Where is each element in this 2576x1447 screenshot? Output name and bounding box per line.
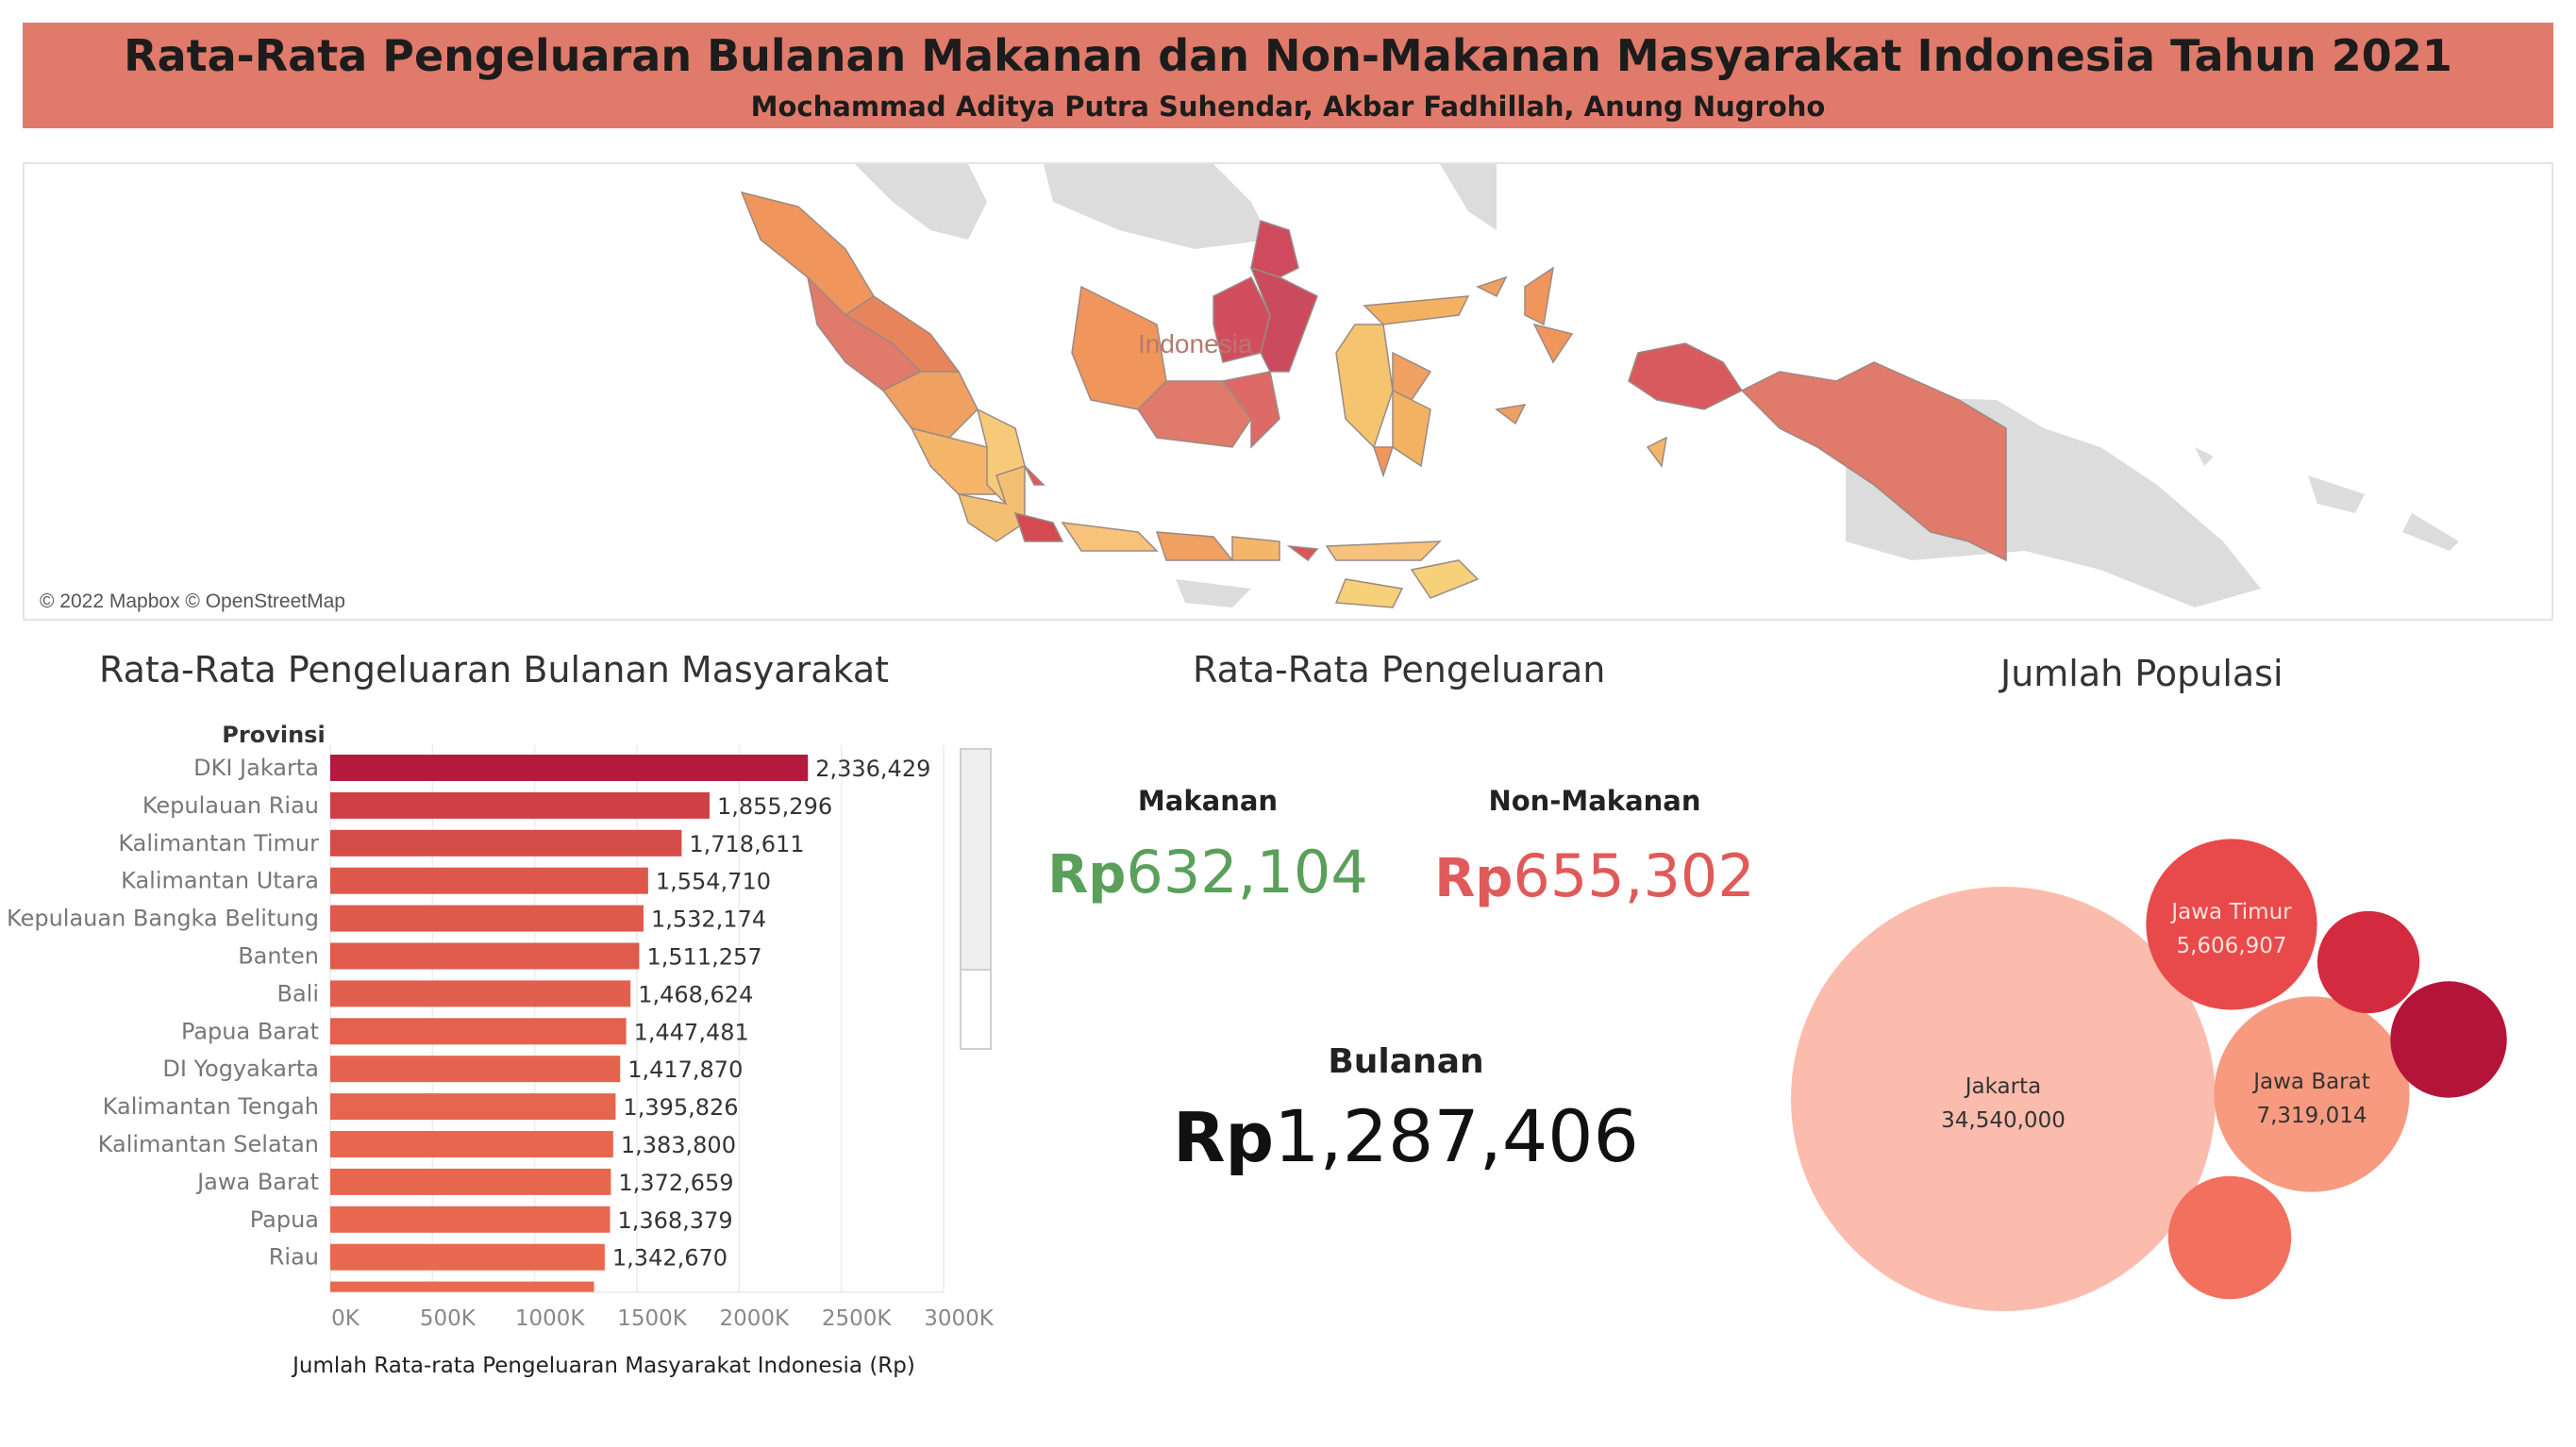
dashboard-title: Rata-Rata Pengeluaran Bulanan Makanan da… xyxy=(124,30,2452,81)
bar-x-axis-label: Jumlah Rata-rata Pengeluaran Masyarakat … xyxy=(291,1354,915,1378)
bar-value-label: 1,532,174 xyxy=(651,906,766,933)
makanan-value: Rp632,104 xyxy=(1029,838,1387,906)
population-bubble[interactable] xyxy=(2317,910,2420,1014)
bubble-value-label: 34,540,000 xyxy=(1941,1108,2066,1133)
makanan-label: Makanan xyxy=(1137,785,1279,817)
makanan-amount: 632,104 xyxy=(1126,838,1368,906)
bar-mark[interactable] xyxy=(330,755,809,781)
bar-category-label: Kalimantan Tengah xyxy=(103,1093,319,1120)
bar-chart: Provinsi DKI Jakarta 2,336,429 Kepulauan R… xyxy=(7,722,995,1378)
bar-mark[interactable] xyxy=(330,1168,611,1195)
bar-value-label: 1,368,379 xyxy=(617,1207,732,1234)
bar-mark[interactable] xyxy=(330,1056,621,1083)
nonmakanan-currency: Rp xyxy=(1434,848,1514,909)
bar-x-tick-label: 2000K xyxy=(720,1306,791,1331)
bar-scrollbar-thumb-area[interactable] xyxy=(960,969,992,1050)
bar-category-label: Kepulauan Bangka Belitung xyxy=(7,906,319,932)
bar-mark[interactable] xyxy=(330,791,710,819)
bar-value-label: 1,468,624 xyxy=(638,981,753,1007)
bar-mark[interactable] xyxy=(330,1018,627,1045)
bar-value-label: 1,342,670 xyxy=(612,1245,728,1272)
bar-value-label: 2,336,429 xyxy=(815,756,930,782)
bar-mark[interactable] xyxy=(330,905,644,932)
bulanan-amount: 1,287,406 xyxy=(1274,1094,1639,1178)
bar-x-tick-label: 1000K xyxy=(515,1306,586,1331)
bar-scrollbar-frame[interactable] xyxy=(960,748,992,1050)
bar-category-label: Jawa Barat xyxy=(195,1169,319,1195)
nonmakanan-amount: 655,302 xyxy=(1513,841,1755,910)
kpi-panel-title: Rata-Rata Pengeluaran xyxy=(1193,649,1606,690)
bar-mark[interactable] xyxy=(330,1206,611,1233)
bar-value-label: 1,855,296 xyxy=(717,793,832,820)
bubble-value-label: 7,319,014 xyxy=(2256,1104,2367,1128)
bubble-label: Jawa Barat xyxy=(2251,1070,2370,1094)
bar-category-label: Kalimantan Selatan xyxy=(98,1131,319,1157)
bar-category-label: Kalimantan Timur xyxy=(118,830,319,857)
choropleth-map[interactable]: Indonesia © 2022 Mapbox © OpenStreetMap xyxy=(23,162,2553,621)
bar-category-label: Kepulauan Riau xyxy=(142,792,319,819)
bar-value-label: 1,372,659 xyxy=(618,1170,733,1196)
population-bubble[interactable] xyxy=(2146,839,2317,1010)
makanan-currency: Rp xyxy=(1047,844,1127,906)
bar-mark[interactable] xyxy=(330,1243,605,1271)
provinsi-column-header: Provinsi xyxy=(222,722,325,748)
population-bubble[interactable] xyxy=(2167,1175,2292,1300)
bar-category-label: Kalimantan Utara xyxy=(121,868,319,894)
population-bubble[interactable] xyxy=(2214,996,2410,1192)
header-banner: Rata-Rata Pengeluaran Bulanan Makanan da… xyxy=(23,23,2553,128)
bar-series: DKI Jakarta 2,336,429 Kepulauan Riau 1,855,… xyxy=(7,755,930,1292)
bar-x-tick-label: 500K xyxy=(420,1306,477,1331)
bar-category-label: DKI Jakarta xyxy=(193,755,319,781)
bar-chart-title: Rata-Rata Pengeluaran Bulanan Masyarakat xyxy=(99,649,890,690)
bar-x-axis: 0K 500K 1000K 1500K 2000K 2500K 3000K xyxy=(330,1291,995,1331)
population-bubble[interactable] xyxy=(2390,981,2507,1098)
bar-x-tick-label: 0K xyxy=(331,1306,360,1331)
bar-x-tick-label: 2500K xyxy=(822,1306,893,1331)
bar-category-label: Papua Barat xyxy=(181,1018,319,1044)
bulanan-value: Rp1,287,406 xyxy=(1170,1094,1642,1178)
bar-category-label: Papua xyxy=(250,1206,319,1233)
nonmakanan-label: Non-Makanan xyxy=(1488,785,1701,817)
bar-mark[interactable] xyxy=(330,1093,616,1121)
bulanan-label: Bulanan xyxy=(1328,1042,1484,1081)
bar-mark[interactable] xyxy=(330,1131,613,1157)
map-country-label: Indonesia xyxy=(1138,329,1253,358)
bar-mark-partial xyxy=(330,1281,594,1292)
bar-value-label: 1,383,800 xyxy=(621,1132,736,1158)
bar-category-label: Banten xyxy=(238,943,319,970)
bar-x-tick-label: 1500K xyxy=(617,1306,688,1331)
bar-value-label: 1,447,481 xyxy=(634,1019,749,1045)
province-shapes xyxy=(740,191,2007,608)
bar-value-label: 1,554,710 xyxy=(656,869,771,895)
population-bubble[interactable] xyxy=(1791,887,2216,1311)
bar-category-label: Riau xyxy=(269,1244,319,1271)
bar-value-label: 1,417,870 xyxy=(627,1056,743,1083)
bar-x-tick-label: 3000K xyxy=(924,1306,995,1331)
bar-mark[interactable] xyxy=(330,942,640,970)
population-bubble-chart: Jakarta 34,540,000 Jawa Barat 7,319,014 Jawa… xyxy=(1791,839,2507,1311)
map-canvas xyxy=(740,164,2459,608)
bar-value-label: 1,395,826 xyxy=(623,1094,738,1121)
bar-mark[interactable] xyxy=(330,867,648,894)
bar-value-label: 1,511,257 xyxy=(646,944,761,971)
population-panel-title: Jumlah Populasi xyxy=(2000,653,2283,694)
bubble-label: Jakarta xyxy=(1964,1074,2041,1099)
bar-mark[interactable] xyxy=(330,829,682,857)
bar-category-label: Bali xyxy=(276,980,319,1006)
dashboard-authors: Mochammad Aditya Putra Suhendar, Akbar F… xyxy=(750,91,1826,123)
bar-truncated-next-label: Sumatera Barat xyxy=(142,1292,321,1319)
bubble-value-label: 5,606,907 xyxy=(2176,934,2286,958)
bar-category-label: DI Yogyakarta xyxy=(162,1056,319,1082)
bubble-label: Jawa Timur xyxy=(2169,900,2292,924)
bar-value-label: 1,718,611 xyxy=(689,831,804,857)
bulanan-currency: Rp xyxy=(1173,1098,1275,1177)
map-attribution[interactable]: © 2022 Mapbox © OpenStreetMap xyxy=(40,590,345,612)
bar-mark[interactable] xyxy=(330,980,631,1007)
nonmakanan-value: Rp655,302 xyxy=(1415,841,1774,910)
